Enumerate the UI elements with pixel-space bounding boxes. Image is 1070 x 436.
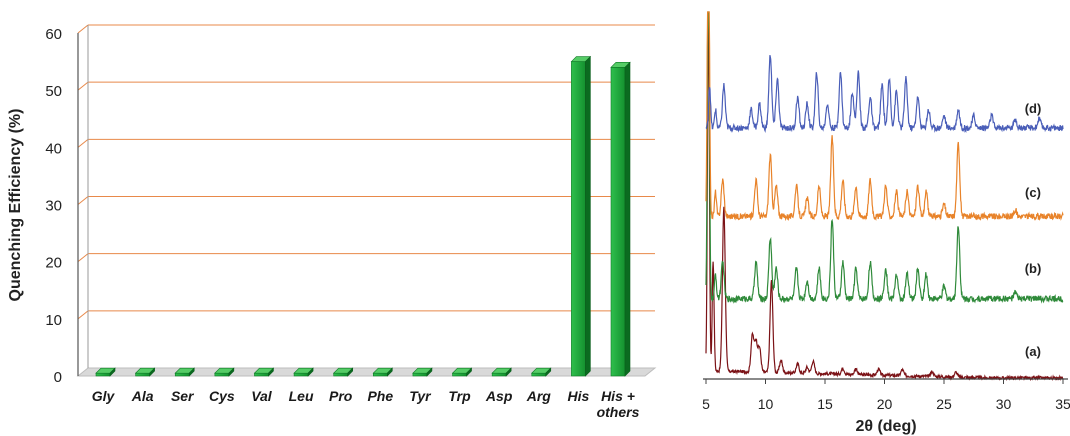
bar-front xyxy=(95,372,111,377)
chart-floor xyxy=(76,367,657,377)
bar-front xyxy=(333,372,348,377)
bar-side xyxy=(149,367,155,377)
bar-front xyxy=(254,372,269,377)
series-label: (c) xyxy=(1025,185,1041,200)
bar-side xyxy=(426,367,433,377)
y-tick-label: 30 xyxy=(45,198,62,215)
bar-front xyxy=(610,67,626,377)
bar xyxy=(372,367,394,377)
bar xyxy=(451,367,473,377)
bar-front xyxy=(531,372,547,377)
bar xyxy=(253,367,275,377)
series-labels: (a) (b) (c) (d) xyxy=(1025,101,1042,359)
y-tick-label: 20 xyxy=(45,255,62,272)
x-tick-label: 30 xyxy=(996,396,1012,412)
x-axis-label: 2θ (deg) xyxy=(855,418,916,435)
bar xyxy=(95,367,116,377)
series-label: (d) xyxy=(1025,101,1042,116)
bar-front xyxy=(293,372,309,377)
y-tick-label: 40 xyxy=(45,140,62,157)
x-tick-label: Ser xyxy=(171,388,195,404)
series-line xyxy=(705,11,1064,304)
y-axis-label: Quenching Efficiency (%) xyxy=(7,109,24,302)
bar xyxy=(531,367,552,377)
y-tick-label: 0 xyxy=(54,369,62,386)
y-tick-labels: 0 10 20 30 40 50 60 xyxy=(45,26,62,386)
bar-side xyxy=(505,367,512,377)
bar-side xyxy=(585,55,591,377)
bar-side xyxy=(545,367,552,377)
bar-side xyxy=(624,61,631,377)
x-tick-label: Val xyxy=(251,388,273,404)
x-tick-label: Asp xyxy=(485,388,513,404)
gridline-depth xyxy=(77,196,89,205)
x-tick-label: Pro xyxy=(329,388,353,404)
y-tick-label: 60 xyxy=(45,26,62,43)
bar-front xyxy=(135,372,150,377)
x-tick-label: 5 xyxy=(702,396,710,412)
bar-side xyxy=(109,367,116,377)
x-tick-labels: Gly Ala Ser Cys Val Leu Pro Phe Tyr Trp Asp Arg His H… xyxy=(92,388,640,420)
x-tick-label: Leu xyxy=(289,388,314,404)
bar-side xyxy=(228,367,235,377)
bar xyxy=(570,55,592,377)
bars xyxy=(95,55,631,377)
x-tick-label: 15 xyxy=(817,396,833,412)
bar-chart: 0 10 20 30 40 50 60 Gly Ala Ser Cys Val Leu Pro Phe Ty… xyxy=(7,24,657,420)
bar xyxy=(214,367,235,377)
bar xyxy=(174,367,195,377)
series-line xyxy=(705,54,1064,134)
x-tick-label: His + others xyxy=(597,388,640,420)
series-label: (a) xyxy=(1025,344,1041,359)
x-tick-label: Cys xyxy=(209,388,235,404)
bar xyxy=(412,367,433,377)
bar xyxy=(610,61,631,377)
x-tick-label: Gly xyxy=(92,388,116,404)
gridline-depth xyxy=(77,81,89,91)
bar-front xyxy=(412,372,428,377)
bar xyxy=(134,367,156,377)
x-tick-label: 10 xyxy=(758,396,774,412)
gridline-depth xyxy=(77,253,89,263)
x-ticks: 5 10 15 20 25 30 35 xyxy=(702,379,1070,412)
bar-side xyxy=(347,367,353,377)
x-tick-label: Arg xyxy=(526,388,552,404)
gridline-depth xyxy=(77,24,89,34)
x-tick-label: Trp xyxy=(448,388,471,404)
x-tick-label: Tyr xyxy=(409,388,432,404)
bar-side xyxy=(387,367,393,377)
bar-side xyxy=(466,367,472,377)
bar-front xyxy=(214,372,230,377)
bar-side xyxy=(188,367,195,377)
series-label: (b) xyxy=(1025,261,1042,276)
x-tick-label: Ala xyxy=(131,388,154,404)
x-tick-label: Phe xyxy=(367,388,393,404)
bar xyxy=(332,367,354,377)
bar-front xyxy=(174,372,190,377)
y-tick-label: 10 xyxy=(45,312,62,329)
x-tick-label: 35 xyxy=(1055,396,1070,412)
bar-front xyxy=(452,372,467,377)
series-line xyxy=(705,11,1064,222)
bar-front xyxy=(373,372,388,377)
gridline-depth xyxy=(77,310,89,320)
bar xyxy=(491,367,512,377)
x-tick-label: 25 xyxy=(936,396,952,412)
diffraction-patterns xyxy=(705,11,1064,381)
bar-side xyxy=(268,367,274,377)
bar-side xyxy=(307,367,314,377)
xrd-chart: 5 10 15 20 25 30 35 (a) (b) (c) (d) 2θ (deg) xyxy=(702,11,1070,435)
gridline-depth xyxy=(77,138,89,148)
bar-front xyxy=(571,61,586,377)
x-tick-label: His xyxy=(567,388,589,404)
gridlines xyxy=(77,24,655,320)
y-tick-label: 50 xyxy=(45,83,62,100)
bar-front xyxy=(491,372,507,377)
x-tick-label: 20 xyxy=(877,396,893,412)
bar xyxy=(293,367,314,377)
